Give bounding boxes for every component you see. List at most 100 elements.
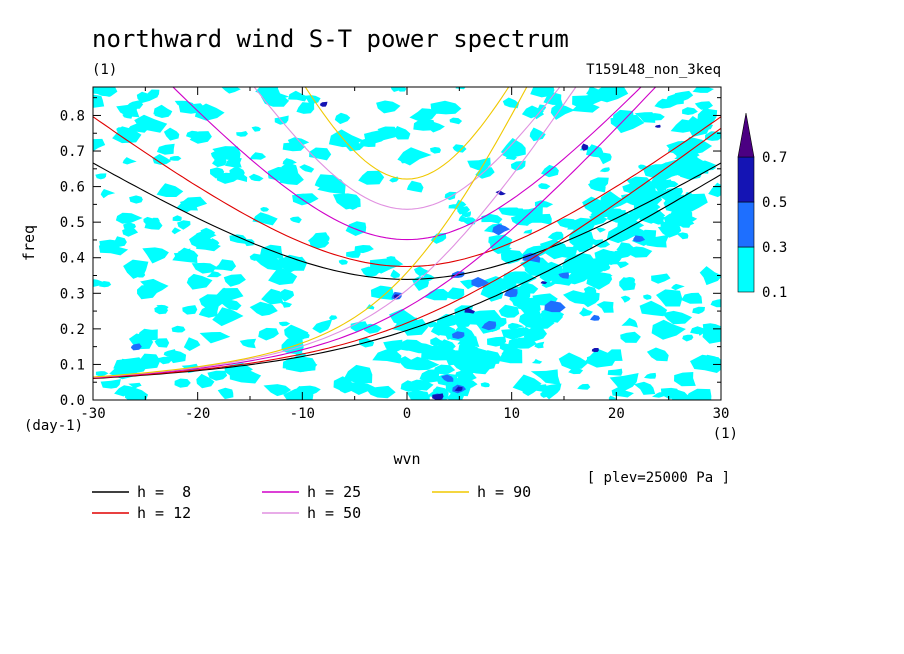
power-contour bbox=[692, 306, 705, 314]
power-contour bbox=[620, 331, 641, 343]
colorbar-label: 0.7 bbox=[762, 150, 787, 166]
power-contour bbox=[430, 322, 455, 336]
power-contour bbox=[571, 103, 600, 113]
y-tick-label: 0.5 bbox=[60, 215, 85, 231]
power-contour bbox=[393, 294, 400, 300]
power-contour bbox=[633, 235, 646, 242]
power-contour bbox=[542, 383, 562, 400]
y-tick-label: 0.4 bbox=[60, 251, 85, 267]
power-contour bbox=[702, 327, 721, 344]
title-unit: (1) bbox=[92, 62, 117, 78]
power-contour bbox=[156, 143, 175, 155]
power-contour bbox=[122, 227, 139, 237]
power-contour bbox=[128, 382, 142, 390]
power-contour bbox=[590, 314, 600, 321]
power-contour bbox=[539, 239, 568, 260]
power-contour bbox=[213, 259, 237, 272]
power-contour bbox=[606, 250, 623, 262]
power-contour bbox=[534, 341, 545, 349]
power-contour bbox=[507, 337, 537, 349]
power-contour bbox=[454, 386, 463, 392]
power-contour bbox=[169, 156, 182, 161]
power-contour bbox=[489, 243, 512, 254]
power-contour bbox=[229, 234, 247, 244]
power-contour bbox=[217, 387, 234, 400]
power-contour bbox=[550, 103, 575, 120]
power-contour bbox=[274, 115, 289, 125]
power-contour bbox=[670, 119, 696, 133]
power-contour bbox=[523, 326, 547, 342]
power-contour bbox=[98, 241, 129, 256]
power-contour bbox=[457, 335, 480, 348]
power-contour bbox=[684, 388, 712, 400]
power-contour bbox=[129, 195, 143, 204]
power-contour bbox=[365, 385, 396, 399]
power-contour bbox=[699, 266, 721, 286]
power-contour bbox=[492, 224, 511, 236]
power-contour bbox=[397, 356, 420, 369]
power-contour bbox=[177, 220, 191, 230]
power-contour bbox=[186, 130, 204, 139]
power-contour bbox=[651, 319, 686, 340]
power-contour bbox=[682, 334, 694, 342]
power-contour bbox=[583, 286, 597, 297]
power-contour bbox=[179, 199, 198, 211]
power-contour bbox=[651, 273, 671, 284]
power-contour bbox=[644, 372, 657, 379]
power-contour bbox=[679, 219, 691, 228]
power-contour bbox=[452, 144, 467, 153]
power-contour bbox=[599, 167, 610, 173]
power-contour bbox=[663, 187, 683, 198]
power-contour bbox=[596, 227, 606, 233]
power-contour bbox=[621, 317, 638, 328]
power-contour bbox=[666, 140, 700, 158]
power-contour bbox=[282, 158, 297, 166]
power-contour bbox=[435, 339, 456, 354]
power-contour bbox=[512, 374, 542, 392]
power-contour bbox=[341, 138, 366, 152]
power-contour bbox=[676, 232, 689, 240]
power-contour bbox=[346, 249, 361, 258]
power-contour bbox=[93, 279, 105, 288]
power-contour bbox=[364, 128, 390, 145]
x-tick-label: 10 bbox=[503, 406, 520, 422]
power-contour bbox=[529, 127, 546, 142]
power-contour bbox=[163, 127, 180, 141]
power-contour bbox=[508, 322, 524, 331]
power-contour bbox=[136, 91, 159, 104]
dispersion-curve-h12-ig bbox=[93, 116, 721, 268]
power-contour bbox=[540, 281, 548, 285]
y-axis-label: freq bbox=[20, 225, 38, 261]
power-contour bbox=[252, 252, 283, 272]
power-contour bbox=[533, 110, 544, 120]
power-contour bbox=[400, 156, 410, 164]
dispersion-curve-h50-eig bbox=[93, 87, 577, 378]
power-contour bbox=[174, 378, 191, 388]
power-contour bbox=[654, 124, 661, 128]
power-contour bbox=[620, 295, 631, 303]
power-contour bbox=[217, 287, 240, 300]
power-contour bbox=[455, 87, 466, 90]
power-contour bbox=[100, 379, 121, 389]
power-contour bbox=[702, 323, 721, 333]
x-tick-label: -10 bbox=[290, 406, 315, 422]
power-contour bbox=[351, 368, 371, 379]
spectral-power-contours bbox=[93, 87, 721, 400]
x-axis-label: wvn bbox=[393, 450, 420, 468]
power-contour bbox=[123, 222, 136, 230]
y-tick-label: 0.8 bbox=[60, 108, 85, 124]
power-contour bbox=[581, 143, 588, 151]
power-contour bbox=[171, 325, 186, 333]
power-contour bbox=[309, 237, 330, 249]
power-contour bbox=[694, 101, 713, 110]
chart-title: northward wind S-T power spectrum bbox=[92, 25, 569, 53]
power-contour bbox=[153, 104, 173, 117]
power-contour bbox=[212, 146, 241, 162]
power-contour bbox=[363, 323, 382, 334]
power-contour bbox=[122, 157, 137, 165]
power-contour bbox=[649, 176, 668, 191]
power-contour bbox=[671, 283, 685, 291]
power-contour bbox=[229, 166, 245, 179]
power-contour bbox=[191, 262, 217, 274]
